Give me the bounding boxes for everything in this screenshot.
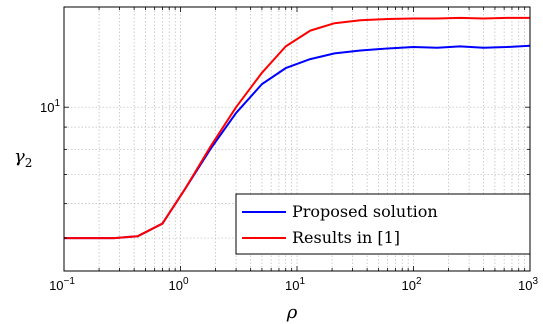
y-axis-label: γ2 — [14, 146, 32, 170]
legend: Proposed solution Results in [1] — [235, 193, 531, 255]
y-tick-label: 101 — [40, 98, 60, 115]
x-axis-label: ρ — [286, 302, 298, 323]
series-line-results-in-1 — [64, 16, 530, 240]
tick-marks — [63, 7, 530, 271]
legend-label-proposed: Proposed solution — [292, 202, 438, 221]
x-tick-label: 10−1 — [49, 276, 75, 293]
y-axis-tick-labels: 101 — [40, 98, 60, 115]
x-tick-label: 103 — [518, 276, 538, 293]
x-axis-tick-labels: 10−1 100 101 102 103 — [49, 276, 538, 293]
grid-lines — [63, 7, 530, 271]
legend-label-results: Results in [1] — [292, 228, 400, 247]
series-lines — [64, 16, 531, 240]
x-tick-label: 102 — [401, 276, 421, 293]
legend-box — [235, 193, 531, 255]
x-tick-label: 101 — [285, 276, 305, 293]
x-tick-label: 100 — [168, 276, 188, 293]
